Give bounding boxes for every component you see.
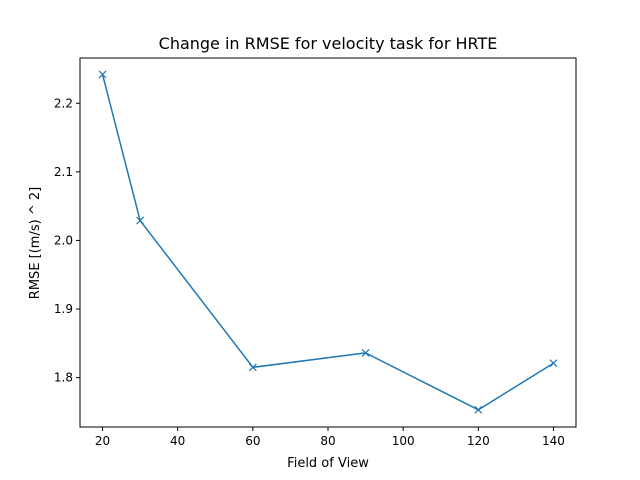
y-tick-label: 2.2 — [54, 96, 73, 110]
data-point-marker — [248, 363, 257, 372]
y-tick-label: 1.9 — [54, 302, 73, 316]
x-tick-label: 80 — [320, 434, 335, 448]
x-tick-label: 40 — [170, 434, 185, 448]
data-point-marker — [474, 405, 483, 414]
y-tick-label: 2.1 — [54, 165, 73, 179]
x-tick-label: 120 — [467, 434, 490, 448]
data-point-marker — [549, 359, 558, 368]
x-axis-label: Field of View — [287, 456, 369, 471]
y-tick-label: 1.8 — [54, 371, 73, 385]
y-axis-label: RMSE [(m/s) ^ 2] — [28, 187, 43, 299]
plot-frame — [79, 57, 577, 428]
x-tick-label: 20 — [95, 434, 110, 448]
data-point-marker — [98, 70, 107, 79]
data-point-marker — [136, 216, 145, 225]
data-point-marker — [361, 349, 370, 357]
x-tick-label: 60 — [245, 434, 260, 448]
series-group — [98, 70, 558, 414]
axis-ticks: 20 40 60 80 100 120 140 1.8 1.9 2.0 2.1 2.2 — [54, 96, 565, 448]
x-tick-label: 140 — [542, 434, 565, 448]
y-tick-label: 2.0 — [54, 233, 73, 247]
chart-title: Change in RMSE for velocity task for HRT… — [159, 34, 498, 53]
x-tick-label: 100 — [392, 434, 415, 448]
series-line — [101, 74, 554, 411]
